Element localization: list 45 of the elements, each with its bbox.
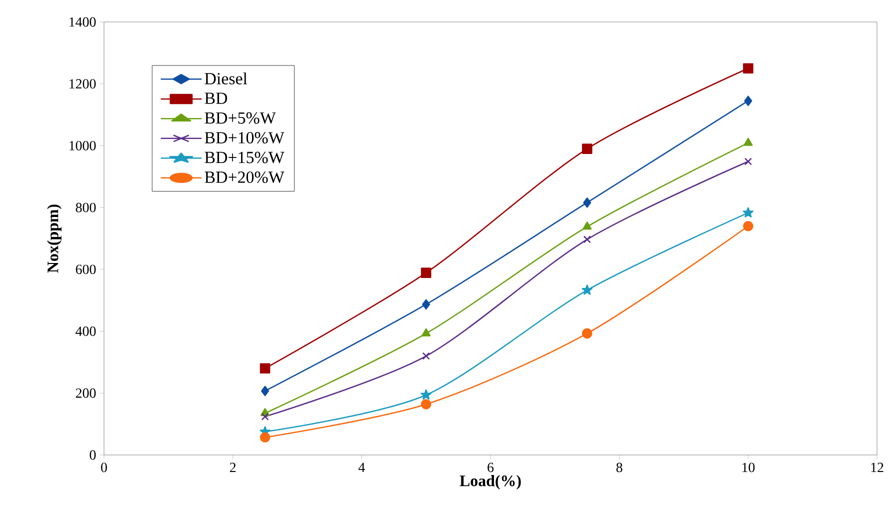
y-tick-label: 1000	[70, 140, 96, 150]
point	[260, 432, 270, 443]
legend-label: Diesel	[204, 72, 248, 84]
point	[744, 138, 753, 146]
point	[422, 299, 430, 310]
x-tick-label: 12	[871, 462, 884, 472]
point	[582, 328, 592, 339]
x-tick-label: 6	[488, 462, 494, 472]
x-tick-label: 10	[742, 462, 755, 472]
x-tick-label: 2	[230, 462, 236, 472]
point	[742, 207, 754, 218]
point	[582, 144, 592, 154]
y-tick-label: 600	[76, 264, 96, 274]
legend-label: BD+15%W	[204, 152, 284, 164]
point	[422, 352, 430, 360]
point	[420, 389, 432, 400]
y-tick-label: 400	[76, 326, 96, 336]
point	[261, 412, 269, 420]
legend-label: BD	[204, 92, 228, 104]
point	[583, 236, 591, 244]
legend-label: BD+5%W	[204, 112, 276, 124]
y-tick-label: 1200	[70, 79, 96, 89]
y-tick-label: 0	[90, 450, 96, 460]
y-tick-label: 800	[76, 202, 96, 212]
point	[582, 222, 592, 230]
y-tick-label: 200	[76, 388, 96, 398]
x-tick-label: 4	[358, 462, 365, 472]
point	[260, 363, 270, 374]
legend-label: BD+10%W	[204, 132, 284, 144]
point	[744, 96, 752, 106]
point	[422, 328, 431, 336]
point	[420, 268, 432, 278]
y-tick-label: 1400	[70, 17, 96, 27]
point	[744, 158, 752, 166]
legend-label: BD+20%W	[204, 172, 284, 184]
point	[582, 284, 592, 295]
x-tick-label: 0	[101, 462, 107, 472]
point	[743, 220, 754, 232]
x-tick-label: 8	[616, 462, 622, 472]
x-axis-title: Load(%)	[460, 475, 521, 490]
point	[261, 386, 270, 396]
point	[420, 399, 432, 410]
point	[583, 197, 592, 208]
y-axis-title: Nox(ppm)	[47, 204, 62, 273]
point	[743, 63, 754, 74]
